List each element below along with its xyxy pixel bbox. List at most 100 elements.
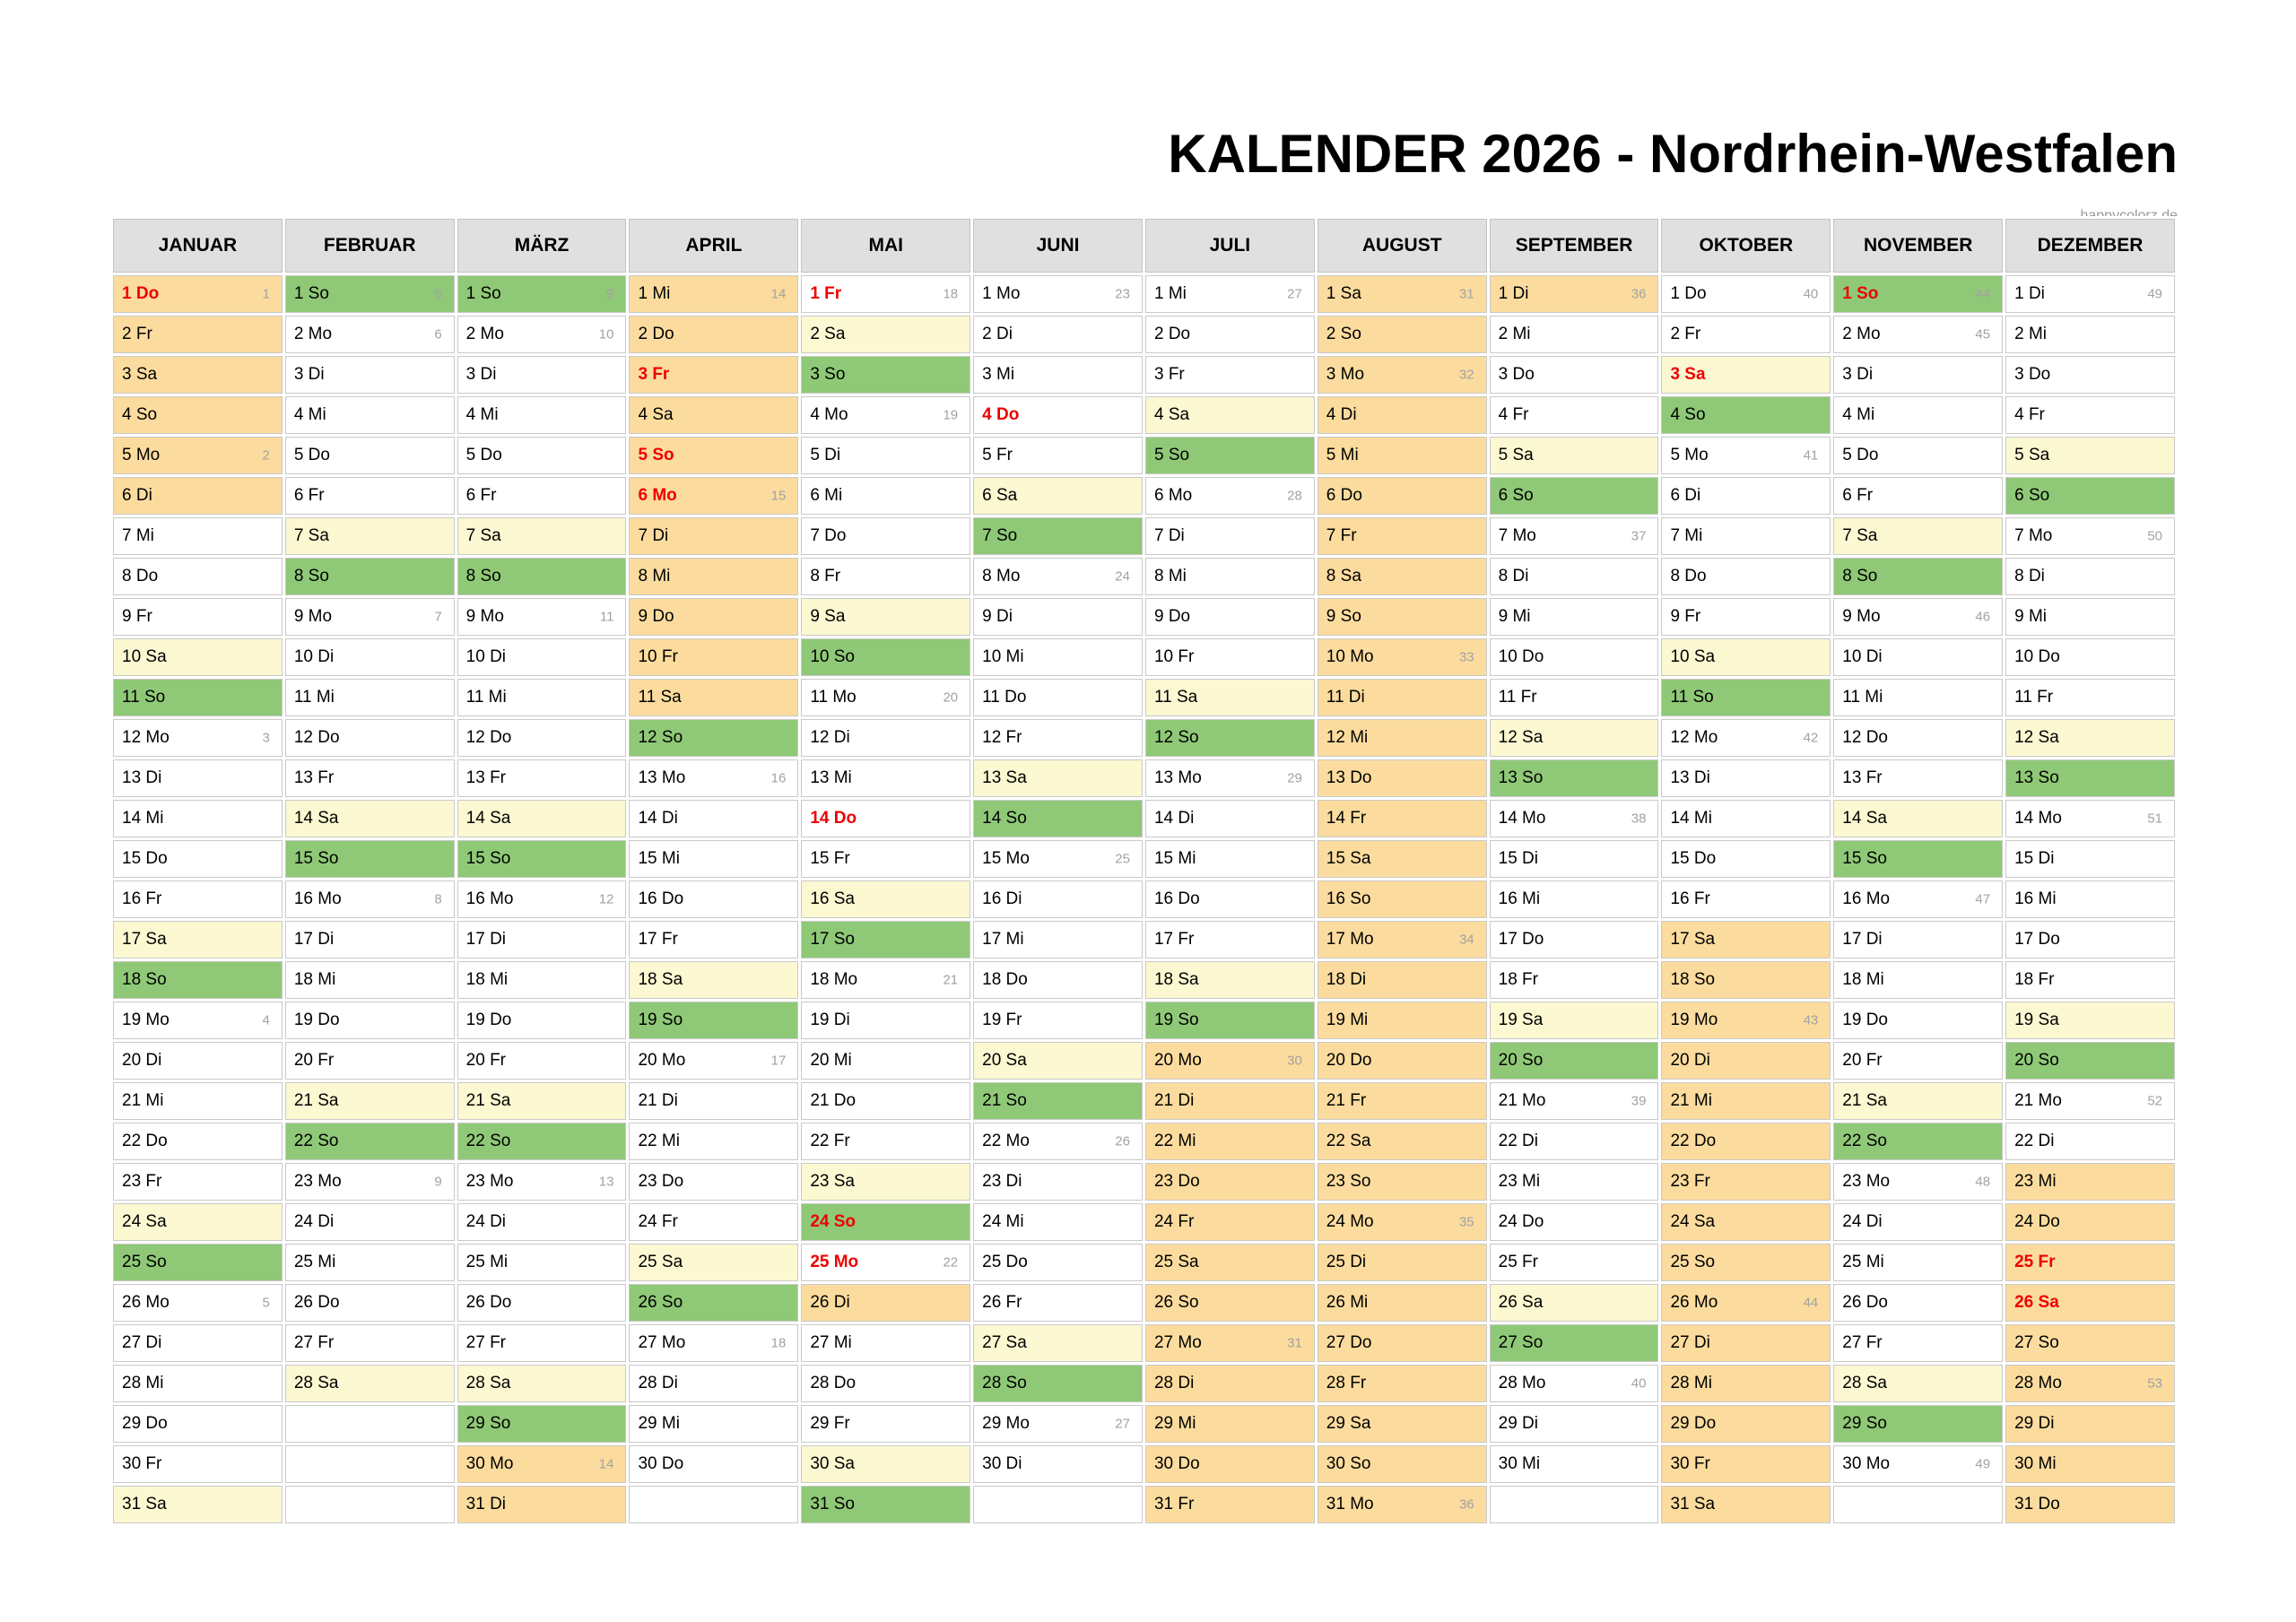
day-august-13: 13 Do — [1317, 759, 1487, 797]
day-label: 10 So — [810, 647, 855, 666]
day-dezember-7: 7 Mo 50 — [2005, 517, 2175, 555]
week-number: 28 — [1287, 488, 1302, 504]
day-september-23: 23 Mi — [1489, 1163, 1659, 1201]
week-number: 32 — [1458, 367, 1474, 383]
day-februar-3: 3 Di — [284, 356, 455, 394]
day-oktober-27: 27 Di — [1661, 1324, 1831, 1362]
day-label: 30 Fr — [1670, 1454, 1710, 1473]
day-juli-2: 2 Do — [1144, 316, 1315, 353]
day-label: 19 Do — [1842, 1010, 1888, 1029]
day-april-4: 4 Sa — [629, 396, 799, 434]
week-number: 20 — [943, 690, 959, 706]
day-juli-5: 5 So — [1144, 437, 1315, 474]
day-label: 6 Mo — [1153, 486, 1193, 505]
month-header-juni: JUNI — [973, 219, 1143, 273]
day-februar-20: 20 Fr — [284, 1042, 455, 1080]
week-number: 11 — [599, 609, 614, 625]
day-label: 1 Mo — [982, 284, 1021, 303]
week-number: 24 — [1115, 568, 1130, 585]
day-november-14: 14 Sa — [1833, 800, 2004, 837]
day-label: 1 Do — [1670, 284, 1707, 303]
day-label: 8 Mi — [1153, 567, 1187, 585]
day-januar-27: 27 Di — [113, 1324, 283, 1362]
day-label: 17 Do — [1498, 930, 1544, 949]
day-label: 9 So — [1326, 607, 1361, 626]
day-label: 26 Sa — [1498, 1293, 1544, 1312]
day-label: 22 So — [1842, 1132, 1887, 1150]
day-januar-30: 30 Fr — [113, 1445, 283, 1483]
day-juni-17: 17 Mi — [973, 921, 1143, 958]
day-mai-31: 31 So — [801, 1486, 971, 1523]
day-row-20: 20 Di 20 Fr 20 Fr 20 Mo 17 20 Mi 20 Sa 20 Mo 30 2… — [113, 1042, 2175, 1080]
day-label: 27 So — [2014, 1333, 2059, 1352]
day-februar-23: 23 Mo 9 — [284, 1163, 455, 1201]
day-juni-19: 19 Fr — [973, 1002, 1143, 1039]
day-label: 14 Do — [810, 809, 857, 828]
day-label: 21 Mi — [122, 1091, 164, 1110]
day-label: 24 So — [810, 1212, 857, 1231]
day-november-9: 9 Mo 46 — [1833, 598, 2004, 636]
week-number: 34 — [1458, 932, 1474, 948]
day-label: 21 Mo — [1498, 1091, 1546, 1110]
month-header-dezember: DEZEMBER — [2005, 219, 2175, 273]
day-september-30: 30 Mi — [1489, 1445, 1659, 1483]
day-label: 7 Fr — [1326, 526, 1357, 545]
day-september-8: 8 Di — [1489, 558, 1659, 595]
day-april-24: 24 Fr — [629, 1203, 799, 1241]
day-label: 24 Di — [293, 1212, 335, 1231]
day-label: 12 Do — [1842, 728, 1888, 747]
day-september-12: 12 Sa — [1489, 719, 1659, 757]
day-label: 9 Do — [638, 607, 674, 626]
day-label: 4 Di — [1326, 405, 1357, 424]
day-september-5: 5 Sa — [1489, 437, 1659, 474]
day-label: 7 Di — [638, 526, 669, 545]
day-juni-15: 15 Mo 25 — [973, 840, 1143, 878]
day-row-25: 25 So 25 Mi 25 Mi 25 Sa 25 Mo 22 25 Do 25 Sa 25 … — [113, 1244, 2175, 1281]
day-april-1: 1 Mi 14 — [629, 275, 799, 313]
day-label: 4 Sa — [1153, 405, 1190, 424]
day-februar-8: 8 So — [284, 558, 455, 595]
day-november-16: 16 Mo 47 — [1833, 880, 2004, 918]
day-maerz-22: 22 So — [457, 1123, 627, 1160]
day-label: 24 Do — [2014, 1212, 2060, 1231]
week-number: 21 — [943, 972, 959, 988]
day-label: 13 So — [1498, 768, 1544, 787]
day-juni-9: 9 Di — [973, 598, 1143, 636]
day-dezember-2: 2 Mi — [2005, 316, 2175, 353]
day-label: 17 Sa — [1670, 930, 1716, 949]
day-oktober-26: 26 Mo 44 — [1661, 1284, 1831, 1322]
day-row-28: 28 Mi 28 Sa 28 Sa 28 Di 28 Do 28 So 28 Di 28 Fr… — [113, 1365, 2175, 1402]
day-label: 12 Mo — [122, 728, 170, 747]
day-label: 13 So — [2014, 768, 2059, 787]
day-label: 28 Mo — [2014, 1374, 2062, 1392]
day-label: 15 So — [293, 849, 339, 868]
month-header-mai: MAI — [801, 219, 971, 273]
day-august-9: 9 So — [1317, 598, 1487, 636]
week-number: 44 — [1975, 286, 1991, 302]
day-label: 3 Fr — [1153, 365, 1185, 384]
day-oktober-30: 30 Fr — [1661, 1445, 1831, 1483]
day-label: 23 Mo — [1842, 1172, 1891, 1191]
week-number: 36 — [1458, 1496, 1474, 1513]
day-maerz-18: 18 Mi — [457, 961, 627, 999]
week-number: 15 — [770, 488, 787, 504]
day-label: 19 Fr — [982, 1010, 1022, 1029]
day-label: 16 Mi — [1498, 889, 1541, 908]
day-maerz-5: 5 Do — [457, 437, 627, 474]
day-label: 26 So — [1153, 1293, 1199, 1312]
day-row-4: 4 So 4 Mi 4 Mi 4 Sa 4 Mo 19 4 Do 4 Sa 4 Di 4 Fr 4 … — [113, 396, 2175, 434]
day-juni-3: 3 Mi — [973, 356, 1143, 394]
day-september-26: 26 Sa — [1489, 1284, 1659, 1322]
day-mai-29: 29 Fr — [801, 1405, 971, 1443]
day-label: 31 Sa — [1670, 1495, 1716, 1514]
day-november-12: 12 Do — [1833, 719, 2004, 757]
day-row-12: 12 Mo 3 12 Do 12 Do 12 So 12 Di 12 Fr 12 So 12 M… — [113, 719, 2175, 757]
day-oktober-12: 12 Mo 42 — [1661, 719, 1831, 757]
day-label: 30 Mi — [1498, 1454, 1541, 1473]
day-label: 14 Sa — [465, 809, 511, 828]
day-label: 5 So — [1153, 446, 1190, 464]
day-label: 13 Mo — [638, 768, 686, 787]
day-label: 12 So — [1153, 728, 1199, 747]
day-dezember-15: 15 Di — [2005, 840, 2175, 878]
day-november-19: 19 Do — [1833, 1002, 2004, 1039]
